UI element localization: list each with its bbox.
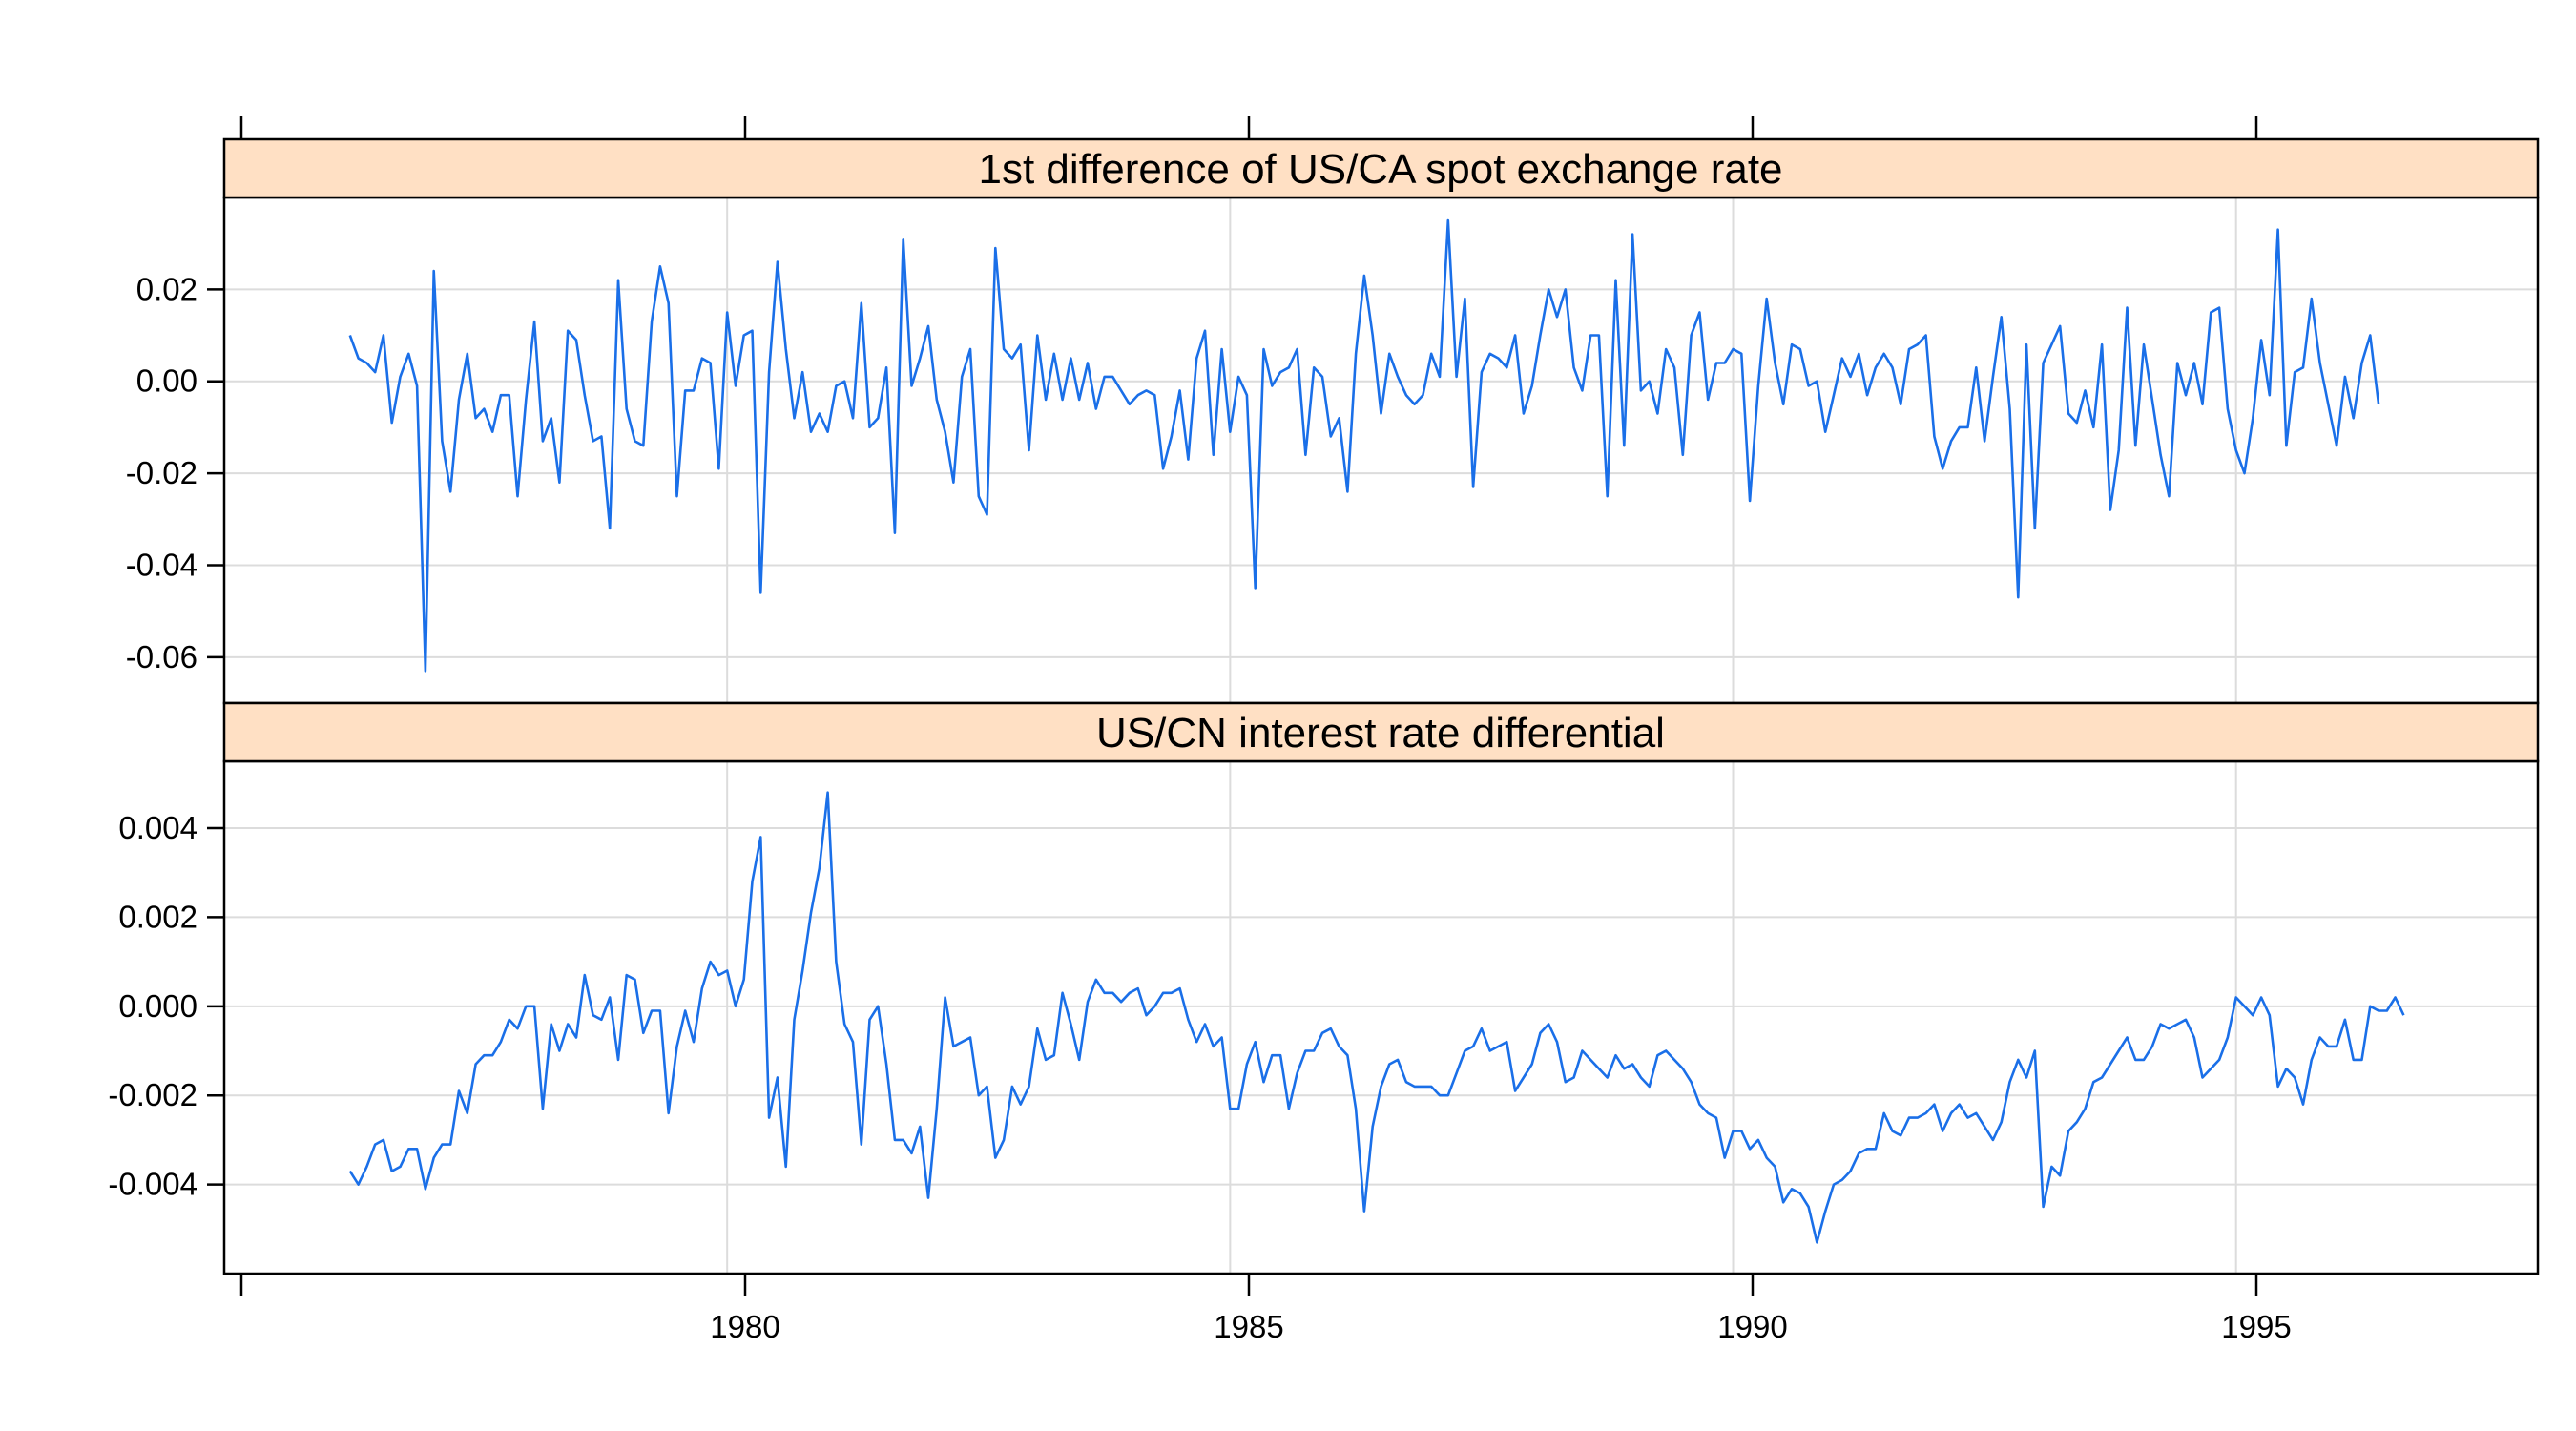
panel-exchange-rate-frame: [222, 196, 2540, 705]
y-tick-label-4: -0.004: [108, 1167, 197, 1202]
panel-interest-rate: US/CN interest rate differential 0.0040.…: [108, 701, 2540, 1275]
y-tick-label-2: -0.02: [126, 455, 197, 490]
y-tick-label-3: -0.04: [126, 547, 197, 582]
panel-interest-rate-grid: [224, 761, 2538, 1274]
panel-exchange-rate-y-axis: 0.02 0.00 -0.02 -0.04 -0.06: [126, 271, 224, 674]
panel-exchange-rate-strip: [222, 137, 2540, 199]
x-tick-label-1985: 1985: [1214, 1309, 1283, 1344]
y-tick-label-2: 0.000: [118, 988, 197, 1024]
x-tick-label-1990: 1990: [1717, 1309, 1787, 1344]
x-tick-labels: 1980 1985 1990 1995: [710, 1309, 2291, 1344]
panel-interest-rate-y-axis: 0.004 0.002 0.000 -0.002 -0.004: [108, 810, 224, 1202]
series-line-exchange-rate-diff: [348, 218, 2380, 673]
panel-interest-rate-strip: [222, 701, 2540, 763]
panel-interest-rate-frame: [222, 759, 2540, 1275]
outer-axis-ticks: [239, 116, 2258, 1296]
y-tick-label-3: -0.002: [108, 1077, 197, 1112]
y-tick-label-0: 0.02: [136, 271, 197, 306]
panel-exchange-rate-grid: [224, 197, 2538, 703]
y-tick-label-0: 0.004: [118, 810, 197, 845]
x-tick-label-1980: 1980: [710, 1309, 779, 1344]
panel-exchange-rate-strip-title: 1st difference of US/CA spot exchange ra…: [978, 146, 1782, 193]
panel-interest-rate-strip-title: US/CN interest rate differential: [1096, 710, 1665, 757]
x-tick-label-1995: 1995: [2221, 1309, 2291, 1344]
y-tick-label-1: 0.002: [118, 899, 197, 934]
y-tick-label-1: 0.00: [136, 363, 197, 399]
y-tick-label-4: -0.06: [126, 639, 197, 674]
panel-exchange-rate: 1st difference of US/CA spot exchange ra…: [126, 137, 2540, 705]
series-line-interest-rate-differential: [348, 791, 2405, 1244]
